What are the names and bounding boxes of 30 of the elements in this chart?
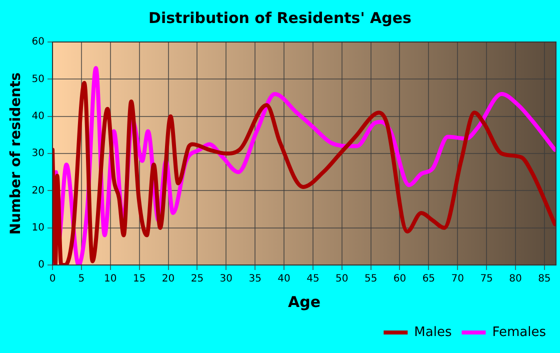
x-tick-label: 5: [78, 274, 85, 285]
x-tick-label: 75: [480, 274, 493, 285]
y-axis-title: Number of residents: [8, 72, 24, 235]
x-tick-label: 30: [220, 274, 233, 285]
y-tick-label: 30: [32, 148, 45, 160]
x-tick-label: 50: [336, 274, 348, 285]
y-tick-label: 10: [32, 222, 45, 234]
x-tick-label: 60: [393, 274, 406, 285]
y-tick-label: 60: [32, 36, 45, 48]
x-tick-label: 20: [162, 274, 175, 285]
chart-title: Distribution of Residents' Ages: [148, 8, 412, 27]
x-tick-label: 0: [49, 274, 56, 285]
x-tick-label: 65: [422, 274, 436, 285]
x-tick-label: 80: [509, 274, 522, 285]
x-tick-label: 35: [248, 274, 262, 285]
x-axis-title: Age: [288, 292, 321, 311]
x-tick-label: 85: [538, 274, 551, 285]
y-tick-label: 40: [32, 110, 45, 122]
legend-label: Females: [492, 324, 546, 340]
x-tick-label: 55: [364, 274, 378, 285]
x-tick-label: 10: [104, 274, 117, 285]
y-tick-label: 0: [38, 260, 45, 271]
legend-label: Males: [414, 324, 452, 340]
x-tick-label: 45: [306, 274, 320, 285]
x-tick-label: 15: [132, 274, 146, 285]
x-tick-label: 40: [278, 274, 290, 285]
y-tick-label: 20: [32, 185, 45, 196]
x-tick-label: 25: [190, 274, 204, 285]
y-tick-label: 50: [32, 74, 45, 85]
x-tick-label: 70: [451, 274, 464, 285]
